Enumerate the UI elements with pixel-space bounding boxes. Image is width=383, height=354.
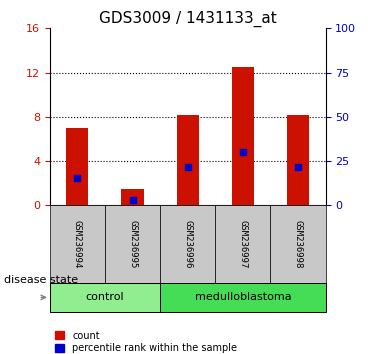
Text: control: control [86,292,124,302]
Text: GSM236996: GSM236996 [183,220,192,268]
Legend: count, percentile rank within the sample: count, percentile rank within the sample [55,331,237,353]
Bar [66,128,88,205]
Text: GSM236995: GSM236995 [128,220,137,268]
Bar [121,189,144,205]
FancyBboxPatch shape [270,205,326,283]
Text: GSM236998: GSM236998 [293,220,303,268]
Bar [232,67,254,205]
FancyBboxPatch shape [50,283,160,312]
Title: GDS3009 / 1431133_at: GDS3009 / 1431133_at [99,11,277,27]
Bar [177,115,199,205]
FancyBboxPatch shape [160,283,326,312]
FancyBboxPatch shape [50,205,105,283]
Bar [287,115,309,205]
FancyBboxPatch shape [215,205,270,283]
Text: disease state: disease state [4,275,78,285]
Text: GSM236997: GSM236997 [238,220,247,268]
Text: GSM236994: GSM236994 [73,220,82,268]
FancyBboxPatch shape [105,205,160,283]
FancyBboxPatch shape [160,205,215,283]
Text: medulloblastoma: medulloblastoma [195,292,291,302]
